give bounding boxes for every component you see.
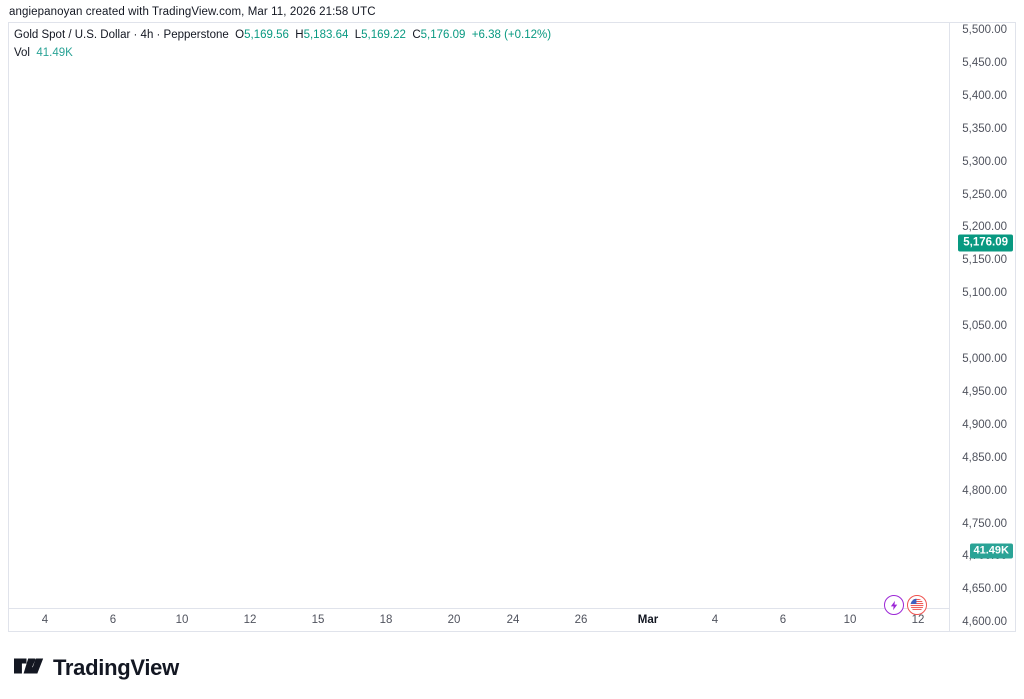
price-tick-label: 5,350.00	[962, 122, 1007, 135]
time-tick-label: 4	[711, 614, 719, 626]
price-axis-divider	[949, 22, 950, 632]
time-tick-label: 18	[379, 614, 393, 626]
time-tick-label: 6	[779, 614, 787, 626]
attribution-text: angiepanoyan created with TradingView.co…	[9, 6, 376, 18]
time-tick-label: 12	[243, 614, 257, 626]
chart-status-icons	[884, 595, 927, 615]
tradingview-brand-name: TradingView	[53, 655, 179, 680]
tradingview-logo-icon	[14, 656, 44, 681]
price-tick-label: 5,500.00	[962, 24, 1007, 36]
time-axis[interactable]: 4 6 10 12 15 18 20 24 26 Mar 4 6 10 12	[9, 608, 949, 633]
price-tick-label: 5,200.00	[962, 221, 1007, 234]
price-tick-label: 5,250.00	[962, 188, 1007, 201]
price-tick-label: 5,150.00	[962, 254, 1007, 267]
price-tick-label: 5,300.00	[962, 155, 1007, 168]
price-tick-label: 4,650.00	[962, 583, 1007, 596]
price-tick-label: 4,850.00	[962, 451, 1007, 464]
price-tick-label: 4,800.00	[962, 484, 1007, 497]
time-tick-label: 10	[175, 614, 189, 626]
time-tick-label: 10	[843, 614, 857, 626]
time-tick-label: 12	[911, 614, 925, 626]
price-tick-label: 5,000.00	[962, 353, 1007, 365]
time-tick-label: 15	[311, 614, 325, 626]
time-tick-label: Mar	[637, 614, 659, 626]
price-tick-label: 4,600.00	[962, 616, 1007, 629]
time-tick-label: 24	[506, 614, 520, 626]
current-price-badge[interactable]: 5,176.09	[958, 234, 1013, 252]
time-tick-label: 6	[109, 614, 117, 626]
time-tick-label: 4	[41, 614, 49, 626]
us-flag-icon[interactable]	[907, 595, 927, 615]
chart-frame	[8, 22, 1016, 632]
price-tick-label: 5,400.00	[962, 89, 1007, 102]
time-tick-label: 20	[447, 614, 461, 626]
price-tick-label: 5,450.00	[962, 56, 1007, 69]
price-tick-label: 4,900.00	[962, 418, 1007, 431]
lightning-bolt-icon[interactable]	[884, 595, 904, 615]
price-tick-label: 4,950.00	[962, 385, 1007, 398]
tradingview-brand: TradingView	[14, 655, 179, 681]
price-axis[interactable]: 5,500.00 5,450.00 5,400.00 5,350.00 5,300.00…	[949, 23, 1015, 628]
time-tick-label: 26	[574, 614, 588, 626]
price-tick-label: 5,100.00	[962, 287, 1007, 300]
price-tick-label: 4,750.00	[962, 517, 1007, 530]
current-volume-badge[interactable]: 41.49K	[969, 543, 1013, 559]
price-tick-label: 5,050.00	[962, 320, 1007, 333]
